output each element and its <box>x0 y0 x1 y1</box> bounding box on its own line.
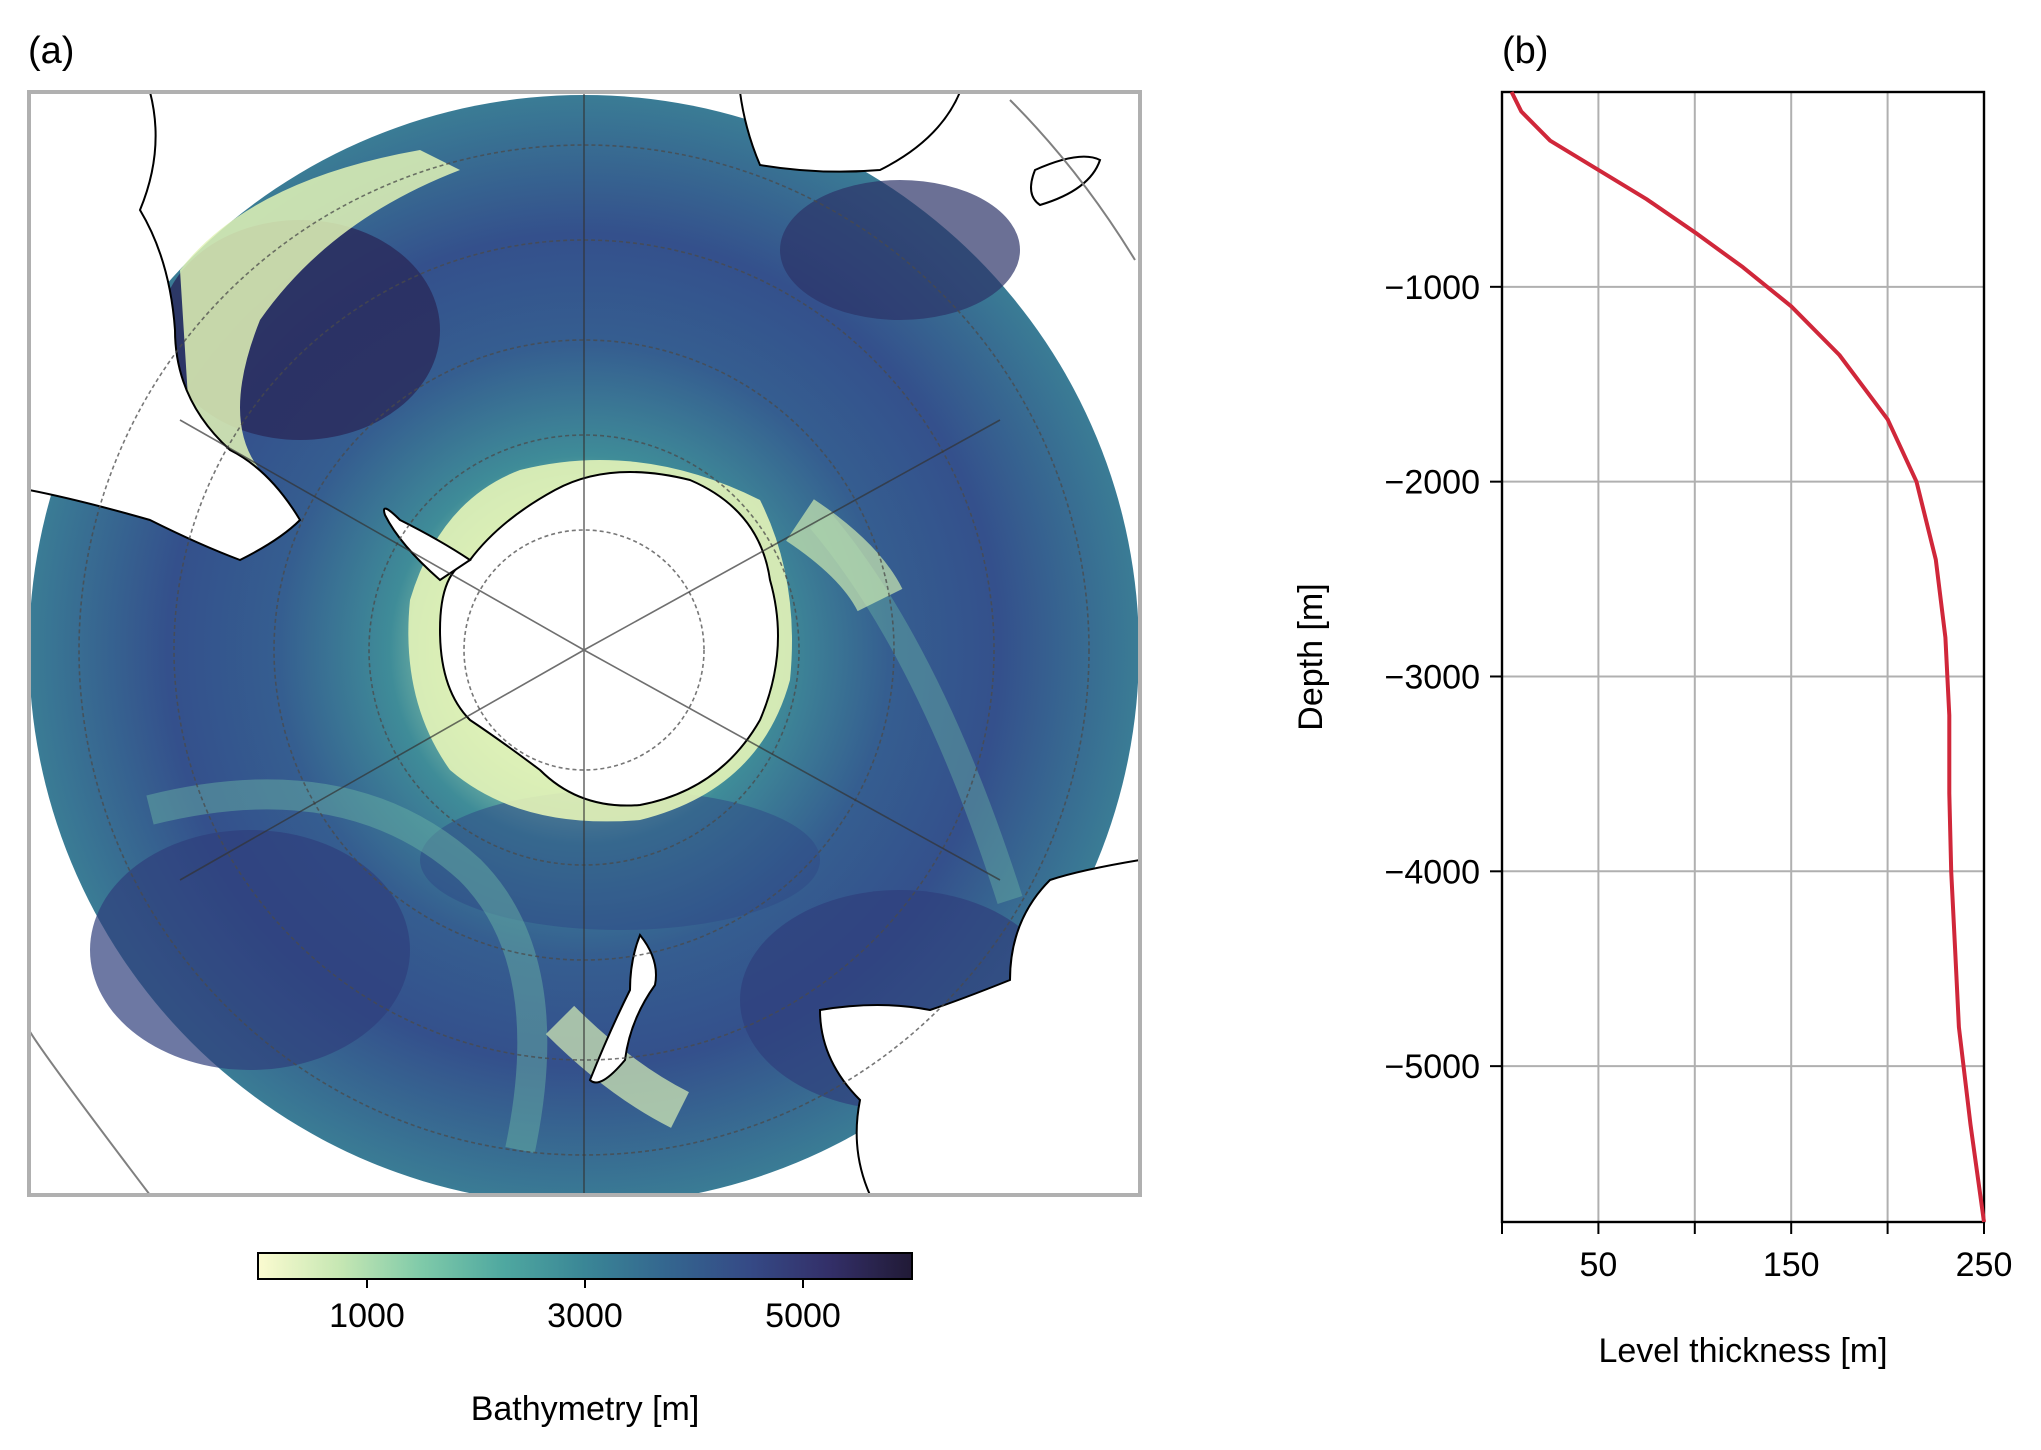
x-tick-label: 150 <box>1763 1246 1820 1284</box>
colorbar-tick-label: 5000 <box>765 1297 841 1335</box>
y-tick-label: −5000 <box>1385 1048 1481 1086</box>
projection-boundary <box>29 1029 151 1195</box>
x-axis-label: Level thickness [m] <box>1598 1332 1887 1370</box>
panel-b-label: (b) <box>1502 30 1549 72</box>
south-america-shelf <box>180 150 460 470</box>
ridge <box>146 779 548 1154</box>
projection-boundary <box>1009 99 1136 261</box>
deep-basin <box>90 830 410 1070</box>
x-tick-label: 50 <box>1579 1246 1617 1284</box>
thickness-profile-chart: 50 150 250 −1000 −2000 −3000 −4000 −5000 Level … <box>1292 90 2013 1370</box>
x-tick-label: 250 <box>1956 1246 2013 1284</box>
chart-frame <box>1500 90 1986 1224</box>
chart-grid <box>1502 92 1984 1222</box>
y-axis-label: Depth [m] <box>1292 583 1330 730</box>
shallow-plateau <box>785 499 903 612</box>
antarctica-landmass <box>438 471 779 807</box>
y-tick-label: −4000 <box>1385 853 1481 891</box>
y-tick-label: −3000 <box>1385 658 1481 696</box>
shallow-plateau <box>545 1005 690 1128</box>
level-thickness-line <box>1509 91 1986 1223</box>
deep-basin <box>420 790 820 930</box>
map-frame <box>27 90 1142 1197</box>
polar-map <box>29 92 1140 1195</box>
colorbar: 1000 3000 5000 Bathymetry [m] <box>257 1252 913 1428</box>
australia-landmass <box>818 858 1140 1195</box>
antarctic-peninsula <box>383 507 472 582</box>
colorbar-tick-label: 3000 <box>547 1297 623 1335</box>
africa-landmass <box>738 92 962 173</box>
chart-axes: 50 150 250 −1000 −2000 −3000 −4000 −5000 <box>1385 269 2013 1284</box>
colorbar-tick-label: 1000 <box>329 1297 405 1335</box>
new-zealand-landmass <box>588 933 657 1084</box>
panel-a-label: (a) <box>28 30 75 72</box>
colorbar-ticks: 1000 3000 5000 <box>329 1279 841 1335</box>
y-tick-label: −1000 <box>1385 269 1481 307</box>
colorbar-gradient <box>257 1252 913 1280</box>
y-tick-label: −2000 <box>1385 464 1481 502</box>
south-america-landmass <box>29 92 302 562</box>
meridians <box>179 92 1001 1195</box>
colorbar-label: Bathymetry [m] <box>471 1390 700 1428</box>
